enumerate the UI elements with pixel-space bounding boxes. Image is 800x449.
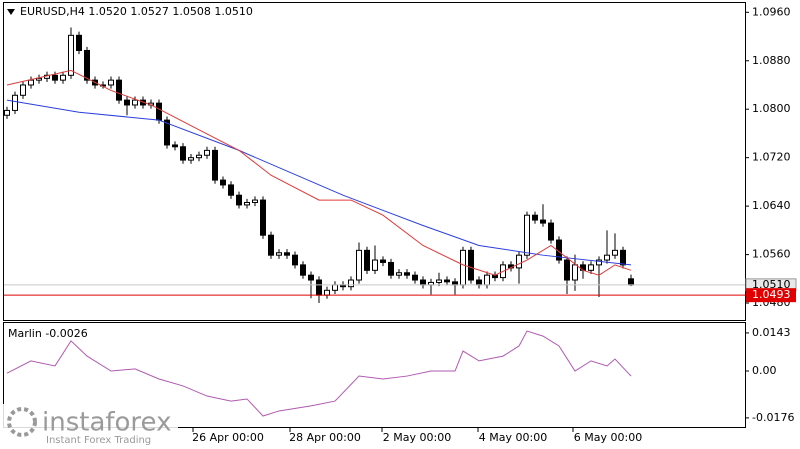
- x-tick-label: 6 May 00:00: [574, 431, 642, 444]
- candle-body: [564, 259, 570, 281]
- candle-body: [108, 79, 114, 86]
- candle-body: [604, 254, 610, 261]
- watermark-brand: instaforex: [42, 408, 171, 438]
- indicator-title: Marlin -0.0026: [8, 327, 88, 340]
- x-tick-label: 28 Apr 00:00: [289, 431, 361, 444]
- candle-body: [284, 252, 290, 256]
- y-tick-label: 1.0880: [752, 54, 791, 67]
- candle-body: [268, 234, 274, 256]
- candle-body: [548, 222, 554, 241]
- y-tick-label: 1.0800: [752, 102, 791, 115]
- x-tick-label: 2 May 00:00: [383, 431, 451, 444]
- candle-body: [300, 264, 306, 276]
- candle-body: [220, 179, 226, 186]
- indicator-line: [6, 330, 632, 417]
- moving-average: [6, 99, 632, 266]
- candle-body: [252, 199, 258, 203]
- candle-body: [124, 99, 130, 106]
- candle-body: [420, 279, 426, 286]
- candle-body: [76, 34, 82, 51]
- candle-body: [4, 109, 10, 116]
- candle-body: [116, 79, 122, 101]
- menu-arrow: [7, 9, 15, 15]
- candle-body: [356, 249, 362, 281]
- candle-body: [612, 249, 618, 256]
- candle-body: [84, 49, 90, 81]
- level-box: [746, 288, 796, 303]
- moving-average: [6, 69, 632, 276]
- candle-body: [36, 77, 42, 81]
- candle-body: [372, 259, 378, 271]
- candle-body: [196, 154, 202, 159]
- x-tick-label: 26 Apr 00:00: [192, 431, 264, 444]
- candle-body: [588, 264, 594, 271]
- candle-body: [364, 249, 370, 271]
- price-panel: [3, 2, 746, 321]
- candle-body: [316, 279, 322, 296]
- candle-body: [260, 199, 266, 236]
- y-tick-label: 0.0143: [752, 326, 791, 339]
- candle-body: [540, 219, 546, 224]
- candle-body: [12, 94, 18, 111]
- candle-body: [404, 272, 410, 276]
- candle-body: [276, 252, 282, 256]
- candle-body: [236, 194, 242, 206]
- candle-body: [164, 119, 170, 146]
- candle-body: [524, 214, 530, 256]
- candle-body: [156, 102, 162, 121]
- candle-body: [60, 74, 66, 81]
- candle-body: [172, 144, 178, 148]
- watermark: instaforex Instant Forex Trading: [0, 404, 178, 449]
- y-tick-label: 1.0560: [752, 248, 791, 261]
- candle-body: [188, 157, 194, 161]
- y-tick-label: 1.0640: [752, 199, 791, 212]
- candle-body: [52, 74, 58, 81]
- indicator-panel: [3, 322, 746, 428]
- watermark-tagline: Instant Forex Trading: [46, 435, 151, 446]
- level-label: 1.0493: [752, 288, 791, 301]
- candle-body: [20, 84, 26, 96]
- candle-body: [444, 279, 450, 283]
- candle-body: [396, 272, 402, 276]
- candle-body: [468, 249, 474, 281]
- candle-body: [308, 274, 314, 281]
- x-tick-label: 4 May 00:00: [479, 431, 547, 444]
- candle-body: [620, 249, 626, 266]
- candle-body: [228, 184, 234, 196]
- candle-body: [412, 274, 418, 281]
- candle-body: [532, 214, 538, 221]
- candle-body: [484, 274, 490, 286]
- symbol-header: EURUSD,H4 1.0520 1.0527 1.0508 1.0510: [20, 5, 253, 18]
- candle-body: [244, 201, 250, 206]
- candle-body: [388, 261, 394, 276]
- candle-body: [348, 279, 354, 288]
- y-tick-label: 1.0720: [752, 151, 791, 164]
- candle-body: [212, 149, 218, 181]
- candle-body: [180, 146, 186, 161]
- candle-body: [628, 278, 634, 286]
- candle-body: [476, 279, 482, 286]
- candle-body: [332, 284, 338, 291]
- candle-body: [516, 254, 522, 269]
- watermark-bg: [0, 404, 178, 449]
- candle-body: [204, 149, 210, 156]
- candle-body: [436, 279, 442, 283]
- candle-body: [132, 99, 138, 106]
- candle-body: [572, 264, 578, 281]
- candle-body: [596, 259, 602, 266]
- candle-body: [68, 34, 74, 76]
- candle-body: [292, 254, 298, 266]
- candle-body: [380, 259, 386, 263]
- y-tick-label: -0.0176: [752, 411, 794, 424]
- y-tick-label: 1.0960: [752, 5, 791, 18]
- marks: 1.0960 1.0880 1.0800 1.0720 1.0640 1.0560 1.04…: [4, 5, 797, 444]
- candle-body: [324, 289, 330, 296]
- candle-body: [460, 249, 466, 286]
- candle-body: [28, 79, 34, 86]
- current-price-label: 1.0510: [752, 278, 791, 291]
- y-tick-label: 0.00: [752, 364, 777, 377]
- watermark-logo: [7, 407, 37, 437]
